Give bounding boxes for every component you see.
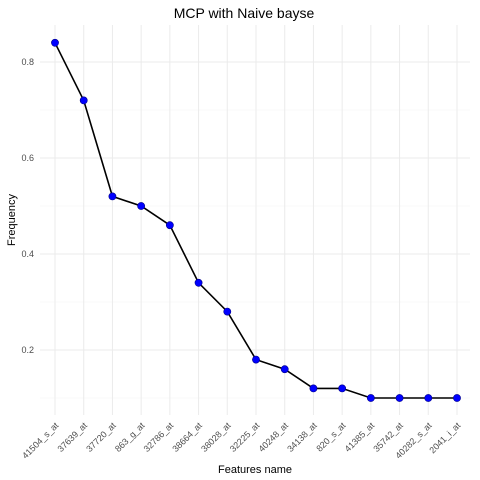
y-tick-label: 0.2 — [21, 345, 34, 355]
data-point — [309, 384, 318, 393]
data-point — [280, 365, 289, 374]
x-tick-label: 38664_at — [170, 420, 204, 454]
chart-title: MCP with Naive bayse — [174, 5, 315, 21]
x-axis-ticks: 41504_s_at37639_at37720_at863_g_at32786_… — [20, 420, 463, 461]
data-point — [108, 192, 117, 201]
x-tick-label: 34138_at — [285, 420, 319, 454]
x-tick-label: 2041_i_at — [427, 420, 462, 455]
x-tick-label: 820_s_at — [314, 420, 348, 454]
y-tick-label: 0.6 — [21, 153, 34, 163]
x-tick-label: 40248_at — [257, 420, 291, 454]
data-point — [252, 355, 260, 364]
y-axis-title: Frequency — [6, 194, 18, 246]
x-tick-label: 38028_at — [199, 420, 233, 454]
y-tick-label: 0.4 — [21, 249, 34, 259]
x-tick-label: 37639_at — [56, 420, 90, 454]
data-point — [137, 202, 146, 210]
y-tick-label: 0.8 — [21, 57, 34, 67]
data-point — [194, 278, 203, 287]
data-point — [165, 221, 174, 230]
data-point — [79, 96, 88, 105]
x-tick-label: 41385_at — [343, 420, 377, 454]
data-point — [453, 394, 461, 402]
x-tick-label: 37720_at — [84, 420, 118, 454]
data-point — [51, 38, 59, 47]
x-tick-label: 41504_s_at — [20, 420, 61, 461]
x-axis-title: Features name — [218, 464, 292, 476]
x-tick-label: 32225_at — [228, 420, 262, 454]
data-point — [338, 384, 347, 393]
data-point — [223, 307, 232, 316]
data-point — [395, 394, 404, 402]
x-tick-label: 32786_at — [142, 420, 176, 454]
data-point — [366, 394, 375, 402]
series-points — [51, 38, 461, 402]
gridlines — [40, 25, 470, 415]
data-point — [424, 394, 433, 402]
x-tick-label: 863_g_at — [113, 420, 147, 454]
y-axis-ticks: 0.2 0.4 0.6 0.8 — [21, 57, 34, 355]
